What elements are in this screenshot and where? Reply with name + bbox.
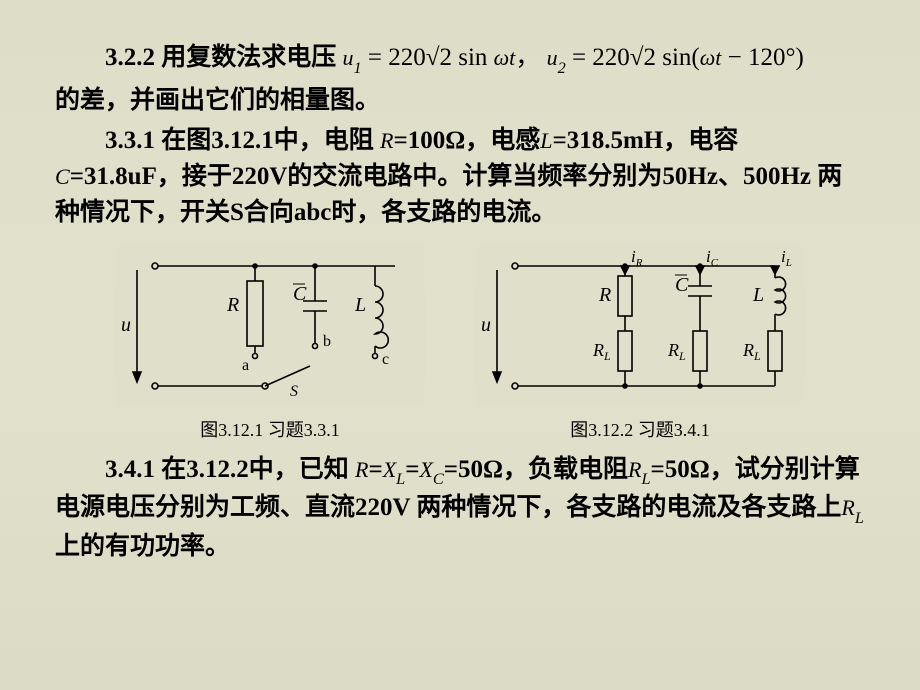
circuit-diagram-2: u R C L RL RL RL iR iC iL (475, 246, 805, 406)
problem-341: 3.4.1 在3.12.2中，已知 R=XL=XC=50Ω，负载电阻RL=50Ω… (55, 452, 865, 565)
section-number: 3.3.1 (105, 127, 155, 154)
text: 在3.12.2中，已知 R=XL=XC=50Ω，负载电阻RL=50Ω，试分别计算… (55, 456, 864, 560)
problem-322-tail: 的差，并画出它们的相量图。 (55, 83, 865, 119)
svg-text:iC: iC (706, 247, 719, 269)
figure-2-caption: 图3.12.2 习题3.4.1 (570, 416, 710, 442)
figure-2: u R C L RL RL RL iR iC iL (475, 246, 805, 442)
section-number: 3.2.2 (105, 44, 155, 71)
equation-1: u1 = 220√2 sin ωt， (343, 44, 541, 71)
svg-text:C: C (675, 274, 689, 296)
svg-text:RL: RL (667, 340, 686, 363)
svg-text:L: L (752, 284, 764, 306)
svg-text:RL: RL (742, 340, 761, 363)
section-number: 3.4.1 (105, 456, 155, 483)
figures-row: u R C L a b c S 图3.12.1 习题3.3.1 (55, 246, 865, 442)
svg-text:iL: iL (781, 247, 792, 269)
svg-text:S: S (290, 383, 298, 400)
svg-text:u: u (121, 314, 131, 336)
circuit-diagram-1: u R C L a b c S (115, 246, 425, 406)
figure-1-caption: 图3.12.1 习题3.3.1 (200, 416, 340, 442)
equation-2: u2 = 220√2 sin(ωt − 120°) (547, 44, 804, 71)
problem-331: 3.3.1 在图3.12.1中，电阻 R=100Ω，电感L=318.5mH，电容… (55, 123, 865, 232)
text: 在图3.12.1中，电阻 R=100Ω，电感L=318.5mH，电容C=31.8… (55, 127, 842, 227)
problem-322: 3.2.2 用复数法求电压 u1 = 220√2 sin ωt， u2 = 22… (55, 40, 865, 79)
svg-text:a: a (242, 357, 249, 374)
svg-text:L: L (354, 294, 366, 316)
text: 用复数法求电压 (161, 44, 336, 71)
svg-text:R: R (598, 284, 611, 306)
svg-text:u: u (481, 314, 491, 336)
svg-text:C: C (293, 283, 307, 305)
svg-text:c: c (382, 351, 389, 368)
svg-text:RL: RL (592, 340, 611, 363)
svg-text:b: b (323, 333, 331, 350)
svg-text:R: R (226, 294, 239, 316)
figure-1: u R C L a b c S 图3.12.1 习题3.3.1 (115, 246, 425, 442)
svg-text:iR: iR (631, 247, 643, 269)
